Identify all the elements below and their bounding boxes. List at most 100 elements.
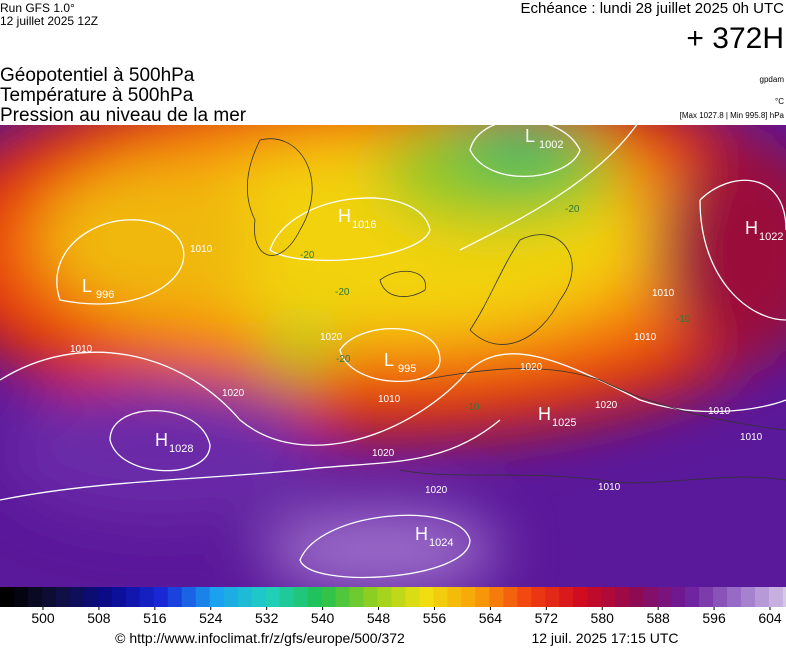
- center-kind: L: [384, 350, 394, 370]
- timestamp: 12 juil. 2025 17:15 UTC: [531, 630, 678, 646]
- colorbar-swatch: [573, 587, 588, 607]
- colorbar-swatch: [97, 587, 113, 607]
- isobar-label: 1010: [378, 394, 401, 405]
- pressure-center: H 1028: [155, 430, 193, 455]
- center-kind: H: [155, 430, 168, 450]
- colorbar-swatch: [405, 587, 420, 607]
- isobar-label: 1020: [520, 362, 543, 373]
- isobar-label: 1010: [190, 244, 213, 255]
- isobar-label: 1010: [708, 406, 731, 417]
- colorbar-swatch: [643, 587, 658, 607]
- colorbar-swatch: [237, 587, 253, 607]
- pressure-center: H 1025: [538, 404, 576, 429]
- colorbar-swatch: [699, 587, 714, 607]
- center-kind: L: [82, 276, 92, 296]
- colorbar-swatch: [475, 587, 490, 607]
- colorbar-swatch: [503, 587, 518, 607]
- colorbar-swatch: [713, 587, 728, 607]
- colorbar-swatch: [209, 587, 225, 607]
- colorbar-tick-label: 580: [591, 610, 615, 626]
- colorbar-swatch: [433, 587, 448, 607]
- colorbar-swatch: [125, 587, 141, 607]
- isobar-label: 1010: [634, 332, 657, 343]
- colorbar-swatch: [83, 587, 99, 607]
- colorbar-swatch: [447, 587, 462, 607]
- colorbar-swatch: [69, 587, 85, 607]
- coastlines: [247, 138, 786, 484]
- isobar-label: 1010: [70, 344, 93, 355]
- colorbar-swatch: [55, 587, 71, 607]
- colorbar-swatch: [153, 587, 169, 607]
- colorbar-swatch: [167, 587, 183, 607]
- title-geopotential: Géopotentiel à 500hPa: [0, 65, 195, 86]
- colorbar-swatch: [517, 587, 532, 607]
- unit-temperature: °C: [775, 97, 784, 106]
- center-value: 1024: [429, 537, 453, 549]
- run-label: Run GFS 1.0°: [0, 1, 75, 15]
- isotherm-label: -20: [565, 204, 580, 215]
- colorbar-tick-label: 556: [423, 610, 447, 626]
- colorbar-swatch: [461, 587, 476, 607]
- colorbar-swatch: [0, 587, 15, 607]
- colorbar-tick-label: 588: [646, 610, 670, 626]
- colorbar-tick-label: 508: [87, 610, 111, 626]
- colorbar-swatch: [419, 587, 434, 607]
- isobar-label: 1010: [740, 432, 763, 443]
- center-kind: H: [338, 206, 351, 226]
- colorbar-swatch: [615, 587, 630, 607]
- colorbar-swatch: [363, 587, 378, 607]
- unit-pressure: [Max 1027.8 | Min 995.8] hPa: [680, 111, 785, 120]
- colorbar-swatch: [391, 587, 406, 607]
- isotherm-label: -20: [335, 287, 350, 298]
- colorbar-swatch: [307, 587, 323, 607]
- center-value: 995: [398, 363, 416, 375]
- colorbar-swatch: [531, 587, 546, 607]
- center-value: 1002: [539, 139, 563, 151]
- colorbar-swatch: [727, 587, 742, 607]
- isobar-label: 1020: [222, 388, 245, 399]
- colorbar-tick-label: 564: [479, 610, 503, 626]
- colorbar-swatch: [768, 587, 784, 607]
- colorbar-swatch: [181, 587, 197, 607]
- colorbar-swatch: [223, 587, 239, 607]
- colorbar-swatch: [251, 587, 267, 607]
- run-date: 12 juillet 2025 12Z: [0, 14, 98, 28]
- isobar-label: 1010: [598, 482, 621, 493]
- center-value: 1016: [352, 219, 376, 231]
- isobar-label: 1020: [372, 448, 395, 459]
- colorbar-tick-label: 540: [311, 610, 335, 626]
- colorbar-swatch: [377, 587, 392, 607]
- isotherm-label: -20: [336, 354, 351, 365]
- colorbar: 500 508 516 524 532 540 548 556 564 572 580 588 596 6…: [0, 587, 786, 626]
- lead-time: + 372H: [686, 22, 784, 55]
- colorbar-swatch: [587, 587, 602, 607]
- center-kind: H: [538, 404, 551, 424]
- colorbar-tick-label: 532: [255, 610, 279, 626]
- colorbar-swatch: [27, 587, 43, 607]
- colorbar-swatch: [279, 587, 295, 607]
- colorbar-tick-label: 516: [143, 610, 167, 626]
- center-kind: L: [525, 126, 535, 146]
- center-value: 1022: [759, 231, 783, 243]
- colorbar-swatch: [685, 587, 700, 607]
- pressure-center: L 1002: [525, 126, 563, 151]
- source: © http://www.infoclimat.fr/z/gfs/europe/…: [115, 630, 405, 646]
- colorbar-tick-label: 548: [367, 610, 391, 626]
- isobar-label: 1020: [425, 485, 448, 496]
- pressure-center: H 1016: [338, 206, 376, 231]
- pressure-center: H 1024: [415, 524, 453, 549]
- map: [0, 125, 786, 587]
- title-temperature: Température à 500hPa: [0, 85, 194, 106]
- center-kind: H: [745, 218, 758, 238]
- pressure-center: L 995: [384, 350, 416, 375]
- isobar-label: 1020: [320, 332, 343, 343]
- colorbar-swatch: [559, 587, 574, 607]
- colorbar-swatch: [782, 587, 786, 607]
- center-value: 1028: [169, 443, 193, 455]
- isotherm-label: -10: [465, 402, 480, 413]
- colorbar-swatch: [489, 587, 504, 607]
- colorbar-tick-label: 524: [199, 610, 223, 626]
- unit-geopotential: gpdam: [760, 75, 785, 84]
